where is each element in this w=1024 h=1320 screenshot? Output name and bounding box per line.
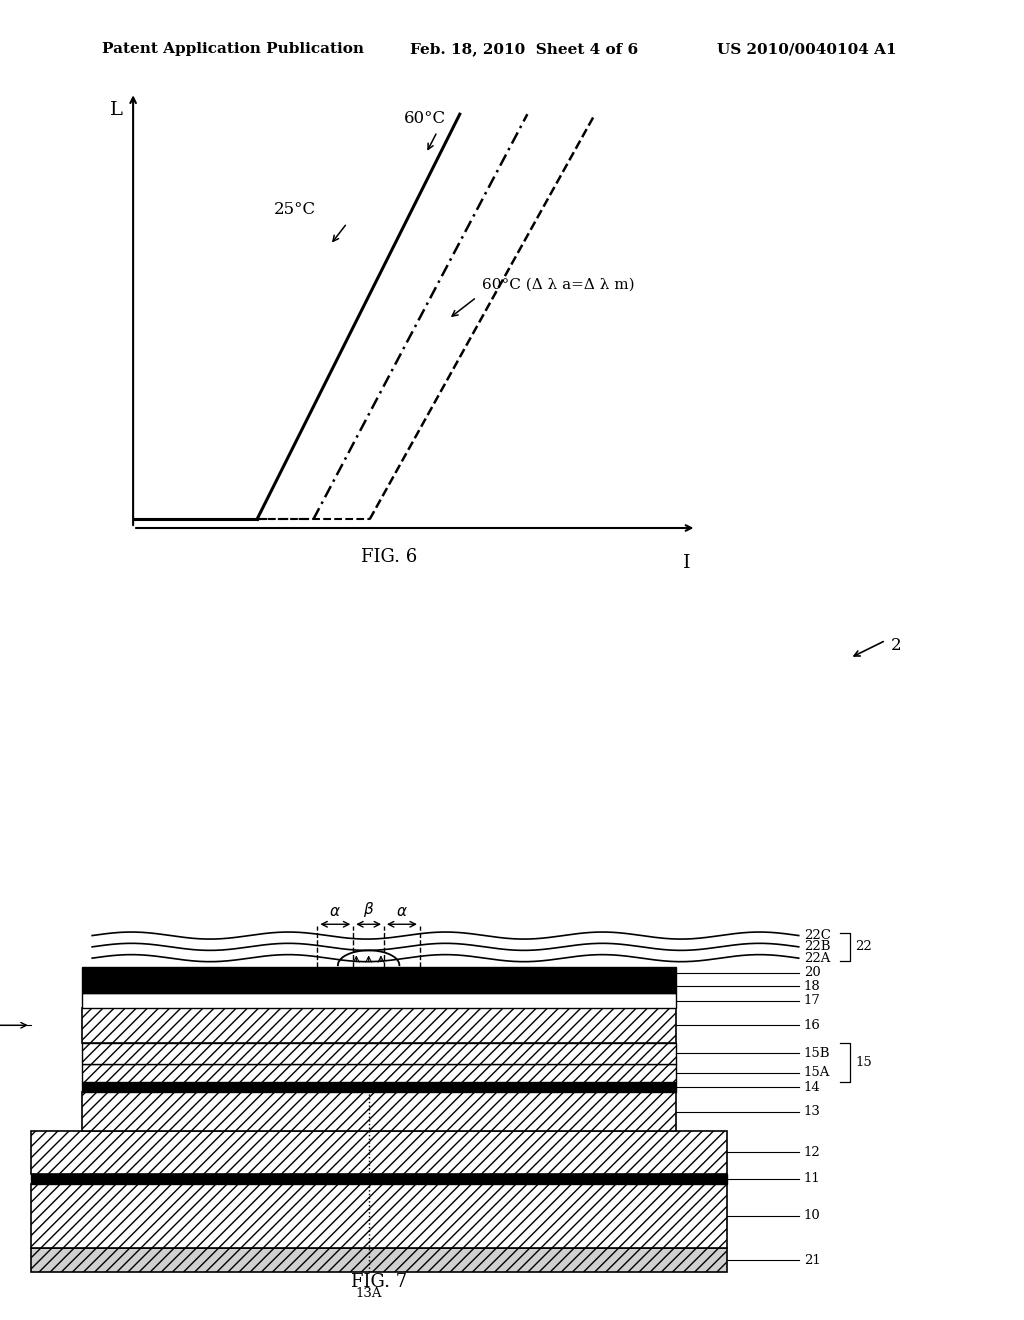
Text: L: L [110,102,123,119]
Text: 12: 12 [804,1146,820,1159]
Bar [82,1064,676,1082]
Bar [31,1173,727,1184]
Bar [82,994,676,1007]
Text: FIG. 6: FIG. 6 [361,548,417,566]
Text: 22B: 22B [804,940,830,953]
Bar [31,1247,727,1272]
Text: 13A: 13A [355,1287,382,1299]
Bar [82,1082,676,1093]
Text: FIG. 7: FIG. 7 [351,1272,407,1291]
Bar [82,1093,676,1131]
Text: Patent Application Publication: Patent Application Publication [102,42,365,57]
Text: 16: 16 [804,1019,820,1032]
Bar [82,1043,676,1064]
Text: 13: 13 [804,1105,820,1118]
Text: 17: 17 [804,994,820,1007]
Bar [82,966,676,979]
Text: 21: 21 [804,1254,820,1267]
Text: $\alpha$: $\alpha$ [396,906,408,919]
Text: 10: 10 [804,1209,820,1222]
Text: 15A: 15A [804,1067,830,1080]
Text: Feb. 18, 2010  Sheet 4 of 6: Feb. 18, 2010 Sheet 4 of 6 [410,42,638,57]
Text: 2: 2 [891,636,901,653]
Text: 60°C: 60°C [403,110,445,127]
Bar [82,979,676,994]
Text: 60°C (Δ λ a=Δ λ m): 60°C (Δ λ a=Δ λ m) [482,277,635,292]
Text: I: I [683,554,691,572]
Text: 11: 11 [804,1172,820,1185]
Text: 20: 20 [804,966,820,979]
Bar [31,1184,727,1247]
Text: 15: 15 [855,1056,871,1069]
Text: 22A: 22A [804,952,830,965]
Text: 15B: 15B [804,1047,830,1060]
Text: 25°C: 25°C [274,202,316,218]
Text: $\beta$: $\beta$ [362,900,375,919]
Text: $\alpha$: $\alpha$ [330,906,341,919]
Bar [31,1131,727,1173]
Text: 22C: 22C [804,929,830,942]
Text: 14: 14 [804,1081,820,1093]
Text: US 2010/0040104 A1: US 2010/0040104 A1 [717,42,896,57]
Text: 22: 22 [855,940,871,953]
Bar [82,1007,676,1043]
Text: 18: 18 [804,979,820,993]
